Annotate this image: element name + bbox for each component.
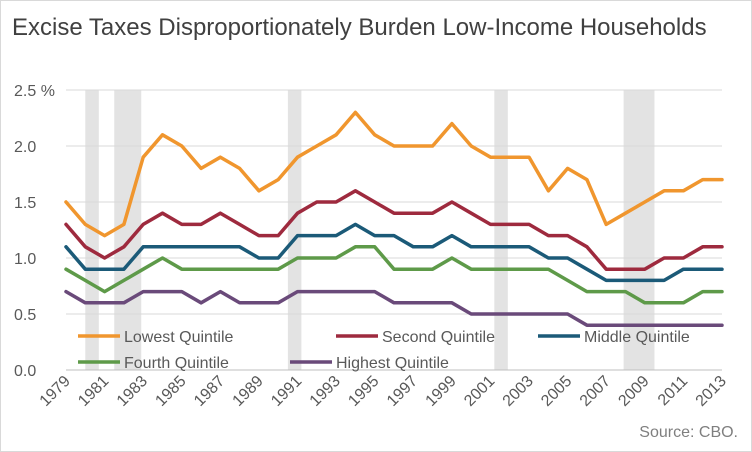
series-line-highest-quintile	[64, 289, 724, 327]
x-tick-label: 2013	[693, 373, 730, 410]
legend-label: Fourth Quintile	[124, 355, 229, 372]
legend-item-highest-quintile: Highest Quintile	[290, 355, 449, 372]
legend-label: Middle Quintile	[584, 329, 690, 346]
legend: Lowest Quintile Second Quintile Middle Qui…	[78, 329, 690, 372]
x-tick-label: 1987	[191, 373, 228, 410]
recession-band-4	[623, 90, 655, 370]
y-tick-label: 1.5	[14, 195, 36, 212]
x-tick-label: 1983	[114, 373, 151, 410]
x-tick-label: 2007	[577, 373, 614, 410]
recession-band-3	[494, 90, 508, 370]
y-axis-ticks: 0.0 0.5 1.0 1.5 2.0 2.5 %	[14, 83, 55, 380]
legend-item-middle-quintile: Middle Quintile	[538, 329, 690, 346]
x-tick-label: 2011	[655, 373, 691, 409]
source-note: Source: CBO.	[639, 424, 738, 441]
series-lines	[64, 110, 724, 327]
y-tick-label: 0.0	[14, 363, 36, 380]
legend-item-second-quintile: Second Quintile	[336, 329, 495, 346]
series-line-second-quintile	[64, 189, 724, 271]
x-tick-label: 1995	[345, 373, 382, 410]
recession-band-2	[287, 90, 302, 370]
x-tick-label: 1993	[307, 373, 344, 410]
y-tick-label: 0.5	[14, 307, 36, 324]
y-tick-label: 2.0	[14, 139, 36, 156]
x-tick-label: 1979	[37, 373, 74, 410]
series-line-lowest-quintile	[64, 110, 724, 238]
legend-label: Highest Quintile	[336, 355, 449, 372]
x-tick-label: 2001	[461, 373, 498, 410]
x-tick-label: 1997	[384, 373, 421, 410]
series-line-fourth-quintile	[64, 245, 724, 305]
legend-item-fourth-quintile: Fourth Quintile	[78, 355, 229, 372]
x-tick-label: 2003	[500, 373, 537, 410]
chart-title: Excise Taxes Disproportionately Burden L…	[12, 14, 707, 41]
legend-item-lowest-quintile: Lowest Quintile	[78, 329, 233, 346]
series-line-middle-quintile	[64, 222, 724, 283]
y-tick-label: 2.5 %	[14, 83, 55, 100]
x-axis-ticks: 1979 1981 1983 1985 1987 1989 1991 1993 1995 1997…	[37, 373, 730, 410]
x-tick-label: 1985	[152, 373, 189, 410]
x-tick-label: 1981	[75, 373, 112, 410]
x-tick-label: 1999	[423, 373, 460, 410]
x-tick-label: 2009	[615, 373, 652, 410]
legend-label: Second Quintile	[382, 329, 495, 346]
x-tick-label: 1989	[230, 373, 267, 410]
recession-bands	[85, 90, 655, 370]
y-tick-label: 1.0	[14, 251, 36, 268]
x-tick-label: 1991	[268, 373, 305, 410]
legend-label: Lowest Quintile	[124, 329, 233, 346]
x-tick-label: 2005	[538, 373, 575, 410]
